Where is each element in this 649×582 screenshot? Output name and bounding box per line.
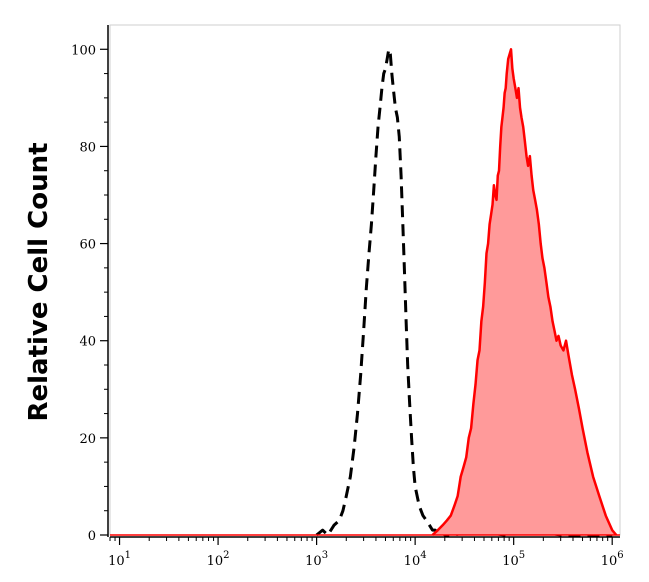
- y-axis: 0 20 40 60 80 100: [71, 25, 109, 544]
- y-tick-label-0: 0: [88, 529, 96, 544]
- y-tick-label-5: 100: [71, 43, 96, 58]
- x-tick-label-0: 101: [108, 550, 131, 569]
- x-tick-label-1: 102: [207, 550, 230, 569]
- y-tick-label-1: 20: [79, 432, 96, 447]
- x-tick-label-4: 105: [502, 550, 525, 569]
- y-tick-label-4: 80: [79, 140, 96, 155]
- series-1-fill: [432, 49, 617, 535]
- plot-area: [109, 24, 621, 537]
- y-axis-label: Relative Cell Count: [24, 142, 54, 421]
- y-tick-label-3: 60: [79, 238, 96, 253]
- x-tick-label-2: 103: [305, 550, 328, 569]
- x-axis: 101 102 103 104 105 106: [108, 536, 624, 569]
- x-tick-label-3: 104: [404, 550, 427, 569]
- series-0-line: [315, 47, 613, 537]
- y-tick-label-2: 40: [79, 335, 96, 350]
- x-tick-label-5: 106: [601, 550, 624, 569]
- series-1-line: [431, 48, 618, 536]
